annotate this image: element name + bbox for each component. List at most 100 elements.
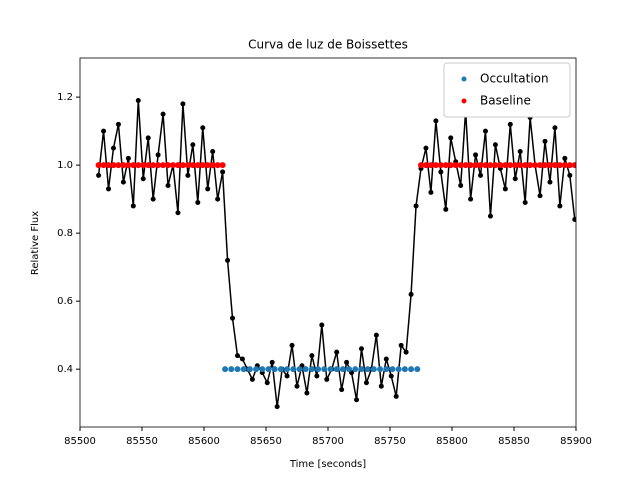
data-point <box>497 162 504 169</box>
data-point <box>290 366 297 373</box>
x-tick-label: 85650 <box>250 436 282 447</box>
data-point <box>333 366 340 373</box>
data-point <box>346 366 353 373</box>
data-point <box>135 162 142 169</box>
data-point <box>199 162 206 169</box>
data-point <box>185 172 191 178</box>
data-point <box>457 162 464 169</box>
x-tick-label: 85550 <box>126 436 158 447</box>
data-point <box>546 162 553 169</box>
data-point <box>321 366 328 373</box>
data-point <box>388 373 394 379</box>
data-point <box>502 186 508 192</box>
x-tick-label: 85850 <box>498 436 530 447</box>
data-point <box>438 169 444 175</box>
data-point <box>398 342 404 348</box>
data-point <box>115 121 121 127</box>
data-point <box>542 138 548 144</box>
data-point <box>571 162 576 169</box>
data-point <box>487 162 494 169</box>
data-point <box>393 393 399 399</box>
data-point <box>125 162 132 169</box>
data-point <box>274 404 280 410</box>
y-axis-label: Relative Flux <box>30 211 41 275</box>
data-point <box>478 172 484 178</box>
data-point <box>165 183 171 189</box>
data-point <box>442 162 449 169</box>
data-point <box>184 162 191 169</box>
data-point <box>418 162 424 169</box>
data-point <box>135 98 141 104</box>
data-point <box>413 203 419 209</box>
data-point <box>408 291 414 297</box>
data-point <box>110 145 116 151</box>
data-point <box>542 162 548 169</box>
data-point <box>422 162 429 169</box>
data-point <box>339 387 345 393</box>
data-point <box>271 366 278 373</box>
data-point <box>327 366 334 373</box>
data-point <box>140 176 146 182</box>
legend-label: Baseline <box>480 94 531 108</box>
data-point <box>401 366 408 373</box>
data-point <box>467 162 474 169</box>
data-point <box>472 162 479 169</box>
data-point <box>512 162 519 169</box>
data-point <box>383 356 389 362</box>
x-tick-label: 85600 <box>188 436 220 447</box>
data-point <box>204 162 211 169</box>
data-point <box>220 169 226 175</box>
data-point <box>408 366 415 373</box>
data-point <box>443 206 449 212</box>
y-tick-label: 0.6 <box>57 296 73 307</box>
data-point <box>315 366 322 373</box>
data-point <box>175 210 181 216</box>
data-point <box>96 172 102 178</box>
y-tick-label: 1.0 <box>57 160 73 171</box>
data-point <box>437 162 444 169</box>
data-point <box>428 189 434 195</box>
data-point <box>308 366 315 373</box>
data-point <box>265 366 272 373</box>
data-point <box>403 349 409 355</box>
data-point <box>200 125 206 131</box>
data-point <box>364 366 371 373</box>
data-point <box>452 162 459 169</box>
data-point <box>522 200 528 206</box>
data-point <box>567 172 573 178</box>
data-point <box>427 162 434 169</box>
data-point <box>383 366 390 373</box>
data-point <box>215 196 221 202</box>
data-point <box>125 155 131 161</box>
data-point <box>222 366 229 373</box>
data-point <box>190 142 196 148</box>
data-point <box>522 162 529 169</box>
data-point <box>130 203 136 209</box>
data-point <box>150 196 156 202</box>
data-point <box>389 366 396 373</box>
x-tick-label: 85750 <box>374 436 406 447</box>
data-point <box>517 162 524 169</box>
data-point <box>561 162 568 169</box>
data-point <box>492 162 499 169</box>
data-point <box>180 101 186 107</box>
data-point <box>234 353 240 359</box>
data-point <box>214 162 221 169</box>
data-point <box>264 380 270 386</box>
data-point <box>239 356 245 362</box>
data-point <box>314 373 320 379</box>
data-point <box>557 203 563 209</box>
data-point <box>120 179 126 185</box>
data-point <box>487 213 493 219</box>
data-point <box>309 353 315 359</box>
data-point <box>160 111 166 117</box>
legend-marker <box>461 98 467 104</box>
data-point <box>230 315 236 321</box>
data-point <box>334 349 340 355</box>
data-point <box>179 162 186 169</box>
data-point <box>572 217 576 223</box>
data-point <box>363 380 369 386</box>
data-point <box>145 135 151 141</box>
legend-box <box>443 62 571 118</box>
